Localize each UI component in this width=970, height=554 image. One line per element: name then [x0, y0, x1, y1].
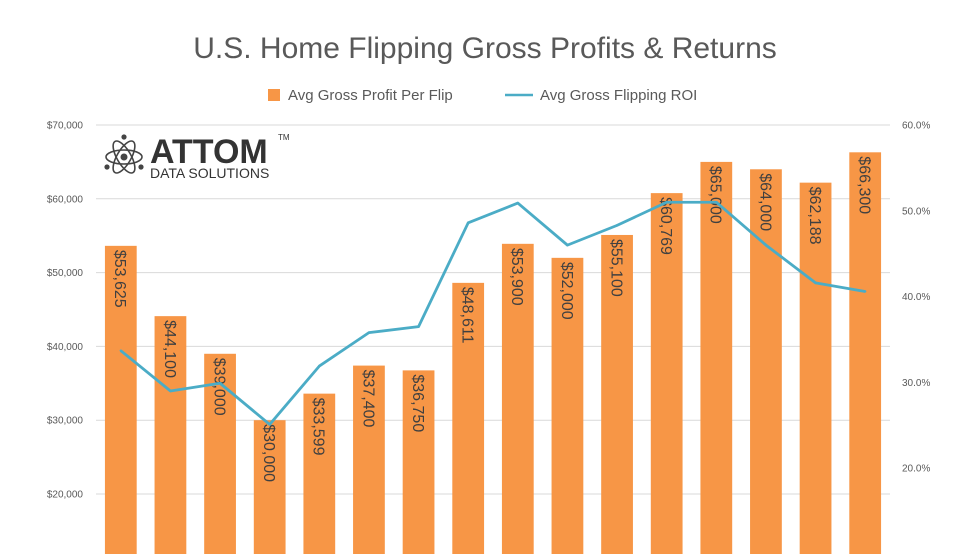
line-point	[715, 201, 718, 204]
bar	[104, 245, 137, 554]
legend-label-line: Avg Gross Flipping ROI	[540, 87, 697, 104]
legend-swatch-bar	[268, 89, 280, 101]
bar-data-label: $39,000	[210, 358, 227, 416]
bar	[551, 257, 584, 554]
line-point	[367, 331, 371, 334]
bar	[402, 370, 435, 554]
left-tick-label: $20,000	[47, 490, 84, 501]
bar	[501, 243, 534, 554]
left-tick-label: $60,000	[47, 194, 84, 205]
bar	[253, 420, 286, 554]
attom-logo: ATTOM TM DATA SOLUTIONS	[104, 133, 290, 181]
bar	[452, 282, 485, 554]
bar	[601, 234, 633, 554]
bar	[750, 169, 782, 554]
bar-data-label: $44,100	[161, 320, 178, 378]
bar-series	[104, 152, 882, 554]
bar-data-label: $53,900	[508, 248, 525, 306]
line-point	[417, 325, 420, 328]
legend: Avg Gross Profit Per Flip Avg Gross Flip…	[268, 87, 697, 104]
line-point	[119, 349, 123, 352]
bar-data-label: $62,188	[806, 187, 823, 245]
chart-title: U.S. Home Flipping Gross Profits & Retur…	[193, 32, 777, 65]
bar-data-label: $53,625	[111, 250, 128, 308]
line-point	[218, 382, 222, 385]
bar-data-label: $33,599	[310, 398, 327, 456]
bar-data-label: $52,000	[558, 262, 575, 320]
right-tick-label: 50.0%	[902, 206, 930, 217]
bar	[154, 316, 187, 554]
right-tick-label: 40.0%	[902, 292, 930, 303]
bar	[799, 182, 832, 554]
logo-wordmark: ATTOM	[150, 133, 268, 171]
bar-data-label: $60,769	[657, 197, 674, 255]
line-point	[814, 281, 817, 285]
bar-data-labels: $53,625 $44,100 $39,000 $30,000 $33,599 $37,4…	[111, 156, 872, 482]
left-tick-label: $50,000	[47, 268, 84, 279]
line-point	[169, 389, 172, 393]
left-tick-label: $40,000	[47, 342, 84, 353]
right-tick-label: 60.0%	[902, 121, 930, 132]
logo-subtitle: DATA SOLUTIONS	[150, 165, 269, 181]
roi-line-path	[119, 200, 866, 426]
line-point	[863, 290, 867, 293]
line-point	[268, 423, 271, 426]
line-series	[119, 200, 867, 426]
bar-data-label: $66,300	[856, 156, 873, 214]
bar-data-label: $65,000	[707, 166, 724, 224]
bar	[650, 193, 683, 554]
logo-trademark: TM	[278, 133, 290, 142]
bar-data-label: $30,000	[260, 424, 277, 482]
right-tick-label: 30.0%	[902, 378, 930, 389]
bar	[700, 161, 733, 554]
bar-data-label: $48,611	[459, 287, 476, 344]
left-tick-label: $30,000	[47, 416, 84, 427]
line-point	[665, 201, 668, 204]
atom-icon	[104, 134, 144, 174]
line-point	[466, 221, 470, 225]
right-axis-ticks: 20.0% 30.0% 40.0% 50.0% 60.0%	[902, 121, 930, 475]
left-axis-ticks: $20,000 $30,000 $40,000 $50,000 $60,000 $70,0…	[47, 121, 84, 501]
line-point	[318, 364, 321, 368]
line-point	[615, 224, 619, 227]
bar	[353, 365, 385, 554]
line-point	[516, 201, 520, 205]
bar-data-label: $37,400	[359, 370, 376, 428]
legend-label-bar: Avg Gross Profit Per Flip	[288, 87, 453, 104]
left-tick-label: $70,000	[47, 121, 84, 132]
line-point	[764, 243, 768, 247]
bar	[849, 152, 882, 554]
bar	[303, 393, 336, 554]
line-point	[566, 243, 569, 247]
bar-data-label: $36,750	[409, 374, 426, 432]
bar	[204, 353, 236, 554]
right-tick-label: 20.0%	[902, 464, 930, 475]
bar-data-label: $55,100	[607, 239, 624, 297]
bar-data-label: $64,000	[756, 173, 773, 231]
